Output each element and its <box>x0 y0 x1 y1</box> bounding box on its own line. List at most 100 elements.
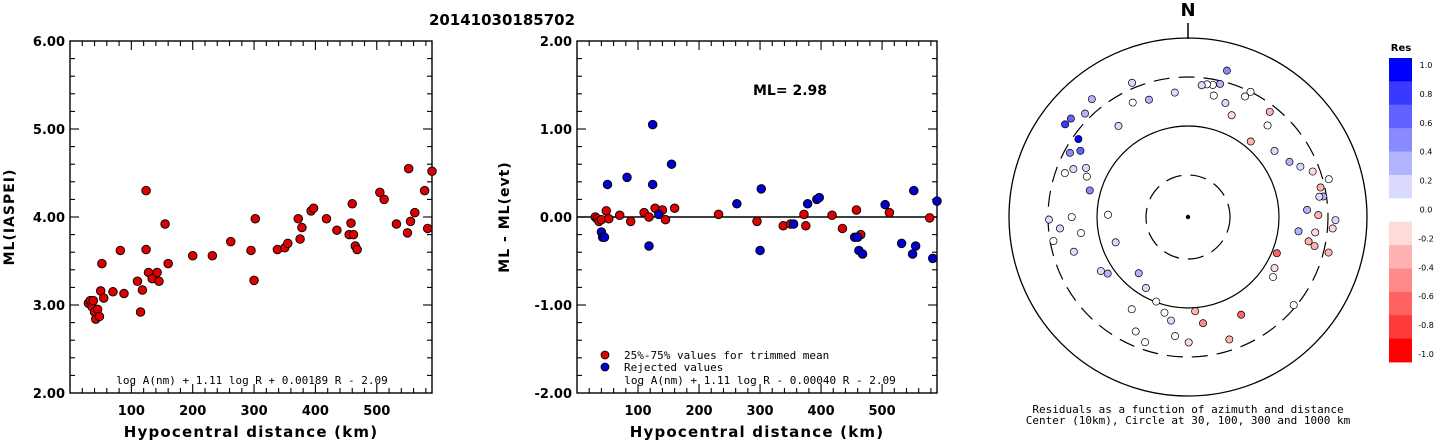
p2-data-point <box>752 216 762 227</box>
station-residual-point <box>1199 319 1207 328</box>
p2-data-point <box>814 192 824 203</box>
station-residual-point <box>1085 186 1094 195</box>
p2-data-point <box>802 199 813 209</box>
p1-data-point <box>403 163 414 174</box>
station-residual-point <box>1060 169 1069 178</box>
p2-data-point <box>669 203 680 213</box>
station-residual-point <box>1167 316 1175 325</box>
colorbar-swatch <box>1389 315 1412 340</box>
p1-ytick-label: 5.00 <box>33 123 65 138</box>
p2-ylabel: ML - ML(evt) <box>497 161 513 272</box>
station-residual-point <box>1241 92 1249 101</box>
p1-xtick-label: 200 <box>179 404 206 419</box>
p2-data-point <box>603 214 614 224</box>
p1-data-point <box>97 258 107 269</box>
p1-data-point <box>249 275 259 286</box>
station-residual-point <box>1069 165 1078 174</box>
legend-marker-rejected <box>600 362 610 372</box>
p1-ytick-label: 3.00 <box>33 299 65 314</box>
panel-polar-residuals: N Residuals as a function of azimuth and… <box>1008 0 1434 427</box>
p2-data-point <box>896 238 907 249</box>
p1-data-point <box>347 199 357 209</box>
p2-data-point <box>755 245 765 256</box>
p1-data-point <box>137 285 148 295</box>
p1-data-point <box>308 203 319 213</box>
station-residual-point <box>1160 308 1169 317</box>
station-residual-point <box>1294 227 1303 236</box>
p1-data-point <box>321 214 332 224</box>
station-residual-point <box>1074 135 1083 144</box>
colorbar-swatch <box>1389 198 1412 223</box>
p1-data-point <box>115 245 126 256</box>
colorbar-swatch <box>1389 128 1412 152</box>
p2-points <box>590 119 942 264</box>
p1-points <box>83 163 437 324</box>
p1-data-point <box>352 244 362 255</box>
p1-data-point <box>295 234 305 244</box>
p1-data-point <box>119 288 129 299</box>
p1-data-point <box>141 185 151 196</box>
range-circle-100km <box>1096 125 1280 309</box>
station-residual-point <box>1308 167 1317 176</box>
p2-data-point <box>625 216 636 227</box>
p1-data-point <box>293 214 303 224</box>
p2-data-point <box>827 210 837 220</box>
colorbar-swatch <box>1389 174 1412 199</box>
colorbar-swatch <box>1389 338 1412 363</box>
station-residual-point <box>1270 146 1279 155</box>
p2-data-point <box>713 209 724 220</box>
colorbar-tick-label: 0.8 <box>1420 90 1433 99</box>
station-residual-point <box>1311 228 1320 237</box>
station-residual-point <box>1082 172 1091 181</box>
station-residual-point <box>1225 335 1234 344</box>
station-residual-point <box>1269 273 1277 281</box>
p2-xtick-label: 500 <box>869 404 896 419</box>
station-residual-point <box>1331 216 1340 225</box>
p2-data-point <box>852 232 863 242</box>
p1-xtick-labels: 100 200 300 400 500 <box>118 404 391 419</box>
station-residual-point <box>1171 332 1179 341</box>
p2-data-point <box>647 119 658 130</box>
p1-data-point <box>135 307 146 317</box>
p1-xtick-label: 100 <box>118 404 145 419</box>
p1-data-point <box>283 238 293 249</box>
p2-xtick-label: 400 <box>807 404 834 419</box>
p2-data-point <box>801 221 811 231</box>
p1-data-point <box>163 258 173 269</box>
station-residual-point <box>1111 238 1120 247</box>
polar-caption-line2: Center (10km), Circle at 30, 100, 300 an… <box>1026 414 1351 427</box>
p2-data-point <box>788 219 799 229</box>
station-residual-point <box>1096 267 1105 276</box>
station-residual-point <box>1246 87 1255 96</box>
p1-data-point <box>419 185 430 196</box>
p1-data-point <box>160 219 170 229</box>
colorbar-tick-label: 0.4 <box>1420 148 1433 157</box>
polar-caption-line1: Residuals as a function of azimuth and d… <box>1032 403 1343 416</box>
p2-xtick-label: 200 <box>685 404 712 419</box>
panel-ml-iaspei: 2.00 3.00 4.00 5.00 6.00 100 200 300 400 500 log… <box>2 35 437 441</box>
station-residual-point <box>1131 327 1140 336</box>
p2-ytick-label: -2.00 <box>535 387 572 402</box>
station-residual-point <box>1087 95 1096 104</box>
colorbar-tick-label: -0.4 <box>1418 263 1434 272</box>
colorbar-tick-label: -0.6 <box>1418 292 1434 301</box>
p2-data-point <box>644 212 654 222</box>
p1-ytick-label: 2.00 <box>33 387 65 402</box>
p2-data-point <box>851 205 862 215</box>
colorbar-labels: 1.0 0.8 0.6 0.4 0.2 0.0 -0.2 -0.4 -0.6 -0.8 -1.0 <box>1418 61 1434 359</box>
p1-data-point <box>108 287 118 297</box>
colorbar-swatch <box>1389 245 1412 269</box>
p1-ytick-label: 6.00 <box>33 35 65 50</box>
station-residual-point <box>1170 88 1179 97</box>
station-residual-point <box>1184 338 1193 347</box>
station-residual-point <box>1127 305 1136 314</box>
p2-xtick-labels: 100 200 300 400 500 <box>624 404 895 419</box>
range-circle-1000km <box>1008 37 1368 397</box>
station-residual-point <box>1304 237 1313 246</box>
station-residual-point <box>1265 107 1274 116</box>
panel-ml-residual: -2.00 -1.00 0.00 1.00 2.00 100 200 300 400 500 M… <box>497 35 942 441</box>
p2-data-point <box>644 241 654 251</box>
p2-ytick-label: 2.00 <box>540 35 572 50</box>
station-residual-point <box>1128 98 1137 107</box>
p2-ml-annotation: ML= 2.98 <box>753 83 827 99</box>
